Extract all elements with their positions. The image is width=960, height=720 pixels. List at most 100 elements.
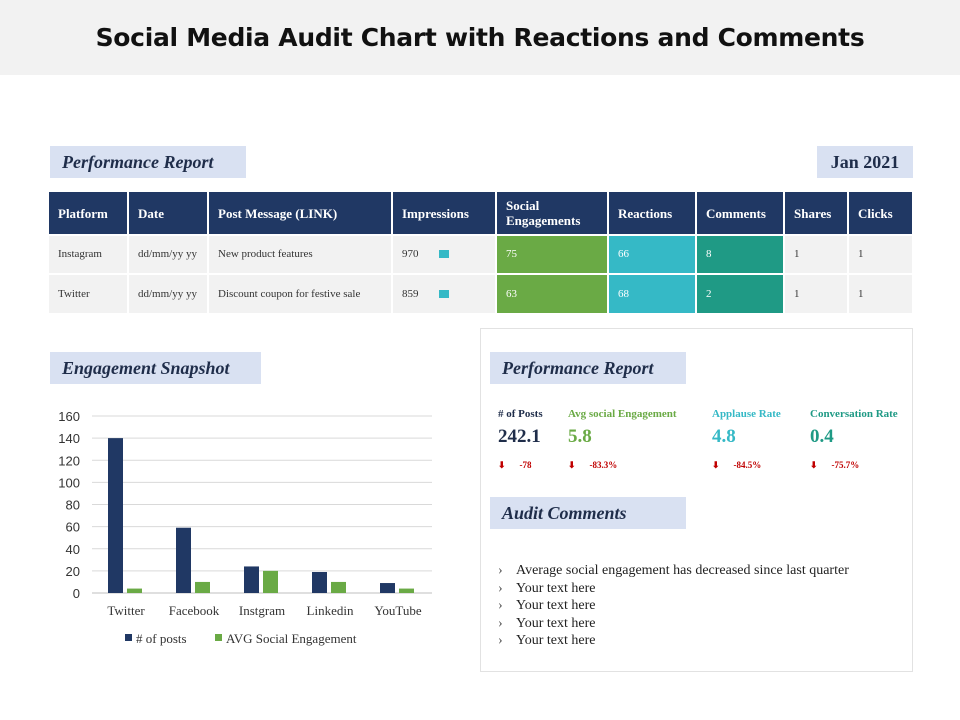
y-tick-label: 140 [58,431,80,446]
chevron-right-icon: › [498,633,503,648]
performance-report-label: Performance Report [50,146,246,178]
performance-table: Platform Date Post Message (LINK) Impres… [49,192,914,313]
table-row: Instagram dd/mm/yy yy New product featur… [49,234,914,274]
cell-engagements: 75 [496,234,609,274]
impressions-bar [438,250,449,259]
metric-value: 242.1 [498,426,541,447]
bar-engagement [127,588,142,593]
header-clicks: Clicks [848,192,914,235]
metric-value: 0.4 [810,426,834,447]
header-platform: Platform [49,192,129,235]
cell-clicks: 1 [848,234,914,274]
bar-posts [108,438,123,593]
bar-engagement [331,581,346,593]
x-tick-label: Instgram [239,603,285,618]
metric-change-value: -84.5% [733,460,762,470]
metric-avg-engagement: Avg social Engagement 5.8 ⬇ -83.3% [568,408,677,471]
y-tick-label: 100 [58,475,80,490]
metric-applause-rate: Applause Rate 4.8 ⬇ -84.5% [712,408,781,471]
legend-label: # of posts [136,631,187,646]
metric-label: Avg social Engagement [568,408,677,420]
cell-date: dd/mm/yy yy [128,234,209,274]
metric-change-value: -75.7% [831,460,860,470]
bar-posts [176,527,191,593]
comment-text: Average social engagement has decreased … [516,563,849,578]
y-tick-label: 120 [58,453,80,468]
date-label: Jan 2021 [817,146,913,178]
metric-value: 4.8 [712,426,736,447]
x-tick-label: YouTube [374,603,422,618]
performance-report-2-label: Performance Report [490,352,686,384]
cell-message-link[interactable]: New product features [208,234,393,274]
header-date: Date [128,192,209,235]
cell-reactions: 68 [608,273,697,313]
comment-text: Your text here [516,580,596,596]
header-comments: Comments [696,192,785,235]
engagement-bar-chart: 0 20 40 60 80 100 120 140 160 Twitter Facebook Inst… [58,409,432,646]
down-arrow-icon: ⬇ [810,460,818,470]
cell-engagements: 63 [496,273,609,313]
comment-text: Your text here [516,633,596,648]
y-tick-label: 80 [66,498,80,513]
list-item: › Average social engagement has decreased… [498,562,849,580]
cell-date: dd/mm/yy yy [128,273,209,313]
metric-posts: # of Posts 242.1 ⬇ -78 [498,408,543,471]
comment-text: Your text here [516,615,596,631]
table-header-row: Platform Date Post Message (LINK) Impres… [49,192,914,235]
header-social-engagements: Social Engagements [496,192,609,235]
list-item: › Your text here [498,615,849,633]
engagement-snapshot-label: Engagement Snapshot [50,352,261,384]
legend-swatch [215,634,222,641]
metric-change: ⬇ -75.7% [810,460,898,471]
list-item: › Your text here [498,632,849,650]
cell-platform: Twitter [49,273,129,313]
cell-reactions: 66 [608,234,697,274]
comment-text: Your text here [516,598,596,613]
y-tick-label: 0 [73,586,80,601]
y-tick-label: 160 [58,409,80,424]
x-tick-label: Twitter [107,603,145,618]
metric-change: ⬇ -84.5% [712,460,781,471]
chevron-right-icon: › [498,598,503,613]
bar-posts [312,571,327,593]
legend-label: AVG Social Engagement [226,631,357,646]
metric-change: ⬇ -83.3% [568,460,677,471]
legend-swatch [125,634,132,641]
down-arrow-icon: ⬇ [712,460,720,470]
audit-comments-list: › Average social engagement has decreased… [498,562,849,650]
bar-posts [380,583,395,593]
y-tick-label: 60 [66,520,80,535]
x-tick-label: Facebook [169,603,220,618]
cell-shares: 1 [784,273,849,313]
metric-change-value: -78 [519,460,532,470]
cell-comments: 8 [696,234,785,274]
metric-change: ⬇ -78 [498,460,543,471]
bar-engagement [399,588,414,593]
header-post-message: Post Message (LINK) [208,192,393,235]
metric-label: Conversation Rate [810,408,898,420]
cell-message-link[interactable]: Discount coupon for festive sale [208,273,393,313]
header-shares: Shares [784,192,849,235]
metric-label: Applause Rate [712,408,781,420]
cell-impressions: 970 [392,234,497,274]
y-tick-label: 40 [66,542,80,557]
audit-comments-label: Audit Comments [490,497,686,529]
down-arrow-icon: ⬇ [498,460,506,470]
impressions-value: 859 [402,287,419,300]
impressions-value: 970 [402,248,419,260]
cell-clicks: 1 [848,273,914,313]
chevron-right-icon: › [498,615,503,631]
chevron-right-icon: › [498,580,503,596]
title-bar: Social Media Audit Chart with Reactions … [0,0,960,75]
cell-comments: 2 [696,273,785,313]
header-impressions: Impressions [392,192,497,235]
list-item: › Your text here [498,597,849,615]
bar-posts [244,566,259,593]
chevron-right-icon: › [498,563,503,578]
y-tick-label: 20 [66,564,80,579]
cell-shares: 1 [784,234,849,274]
table-row: Twitter dd/mm/yy yy Discount coupon for … [49,273,914,313]
metric-change-value: -83.3% [589,460,618,470]
metric-conversation-rate: Conversation Rate 0.4 ⬇ -75.7% [810,408,898,471]
metric-label: # of Posts [498,408,543,420]
